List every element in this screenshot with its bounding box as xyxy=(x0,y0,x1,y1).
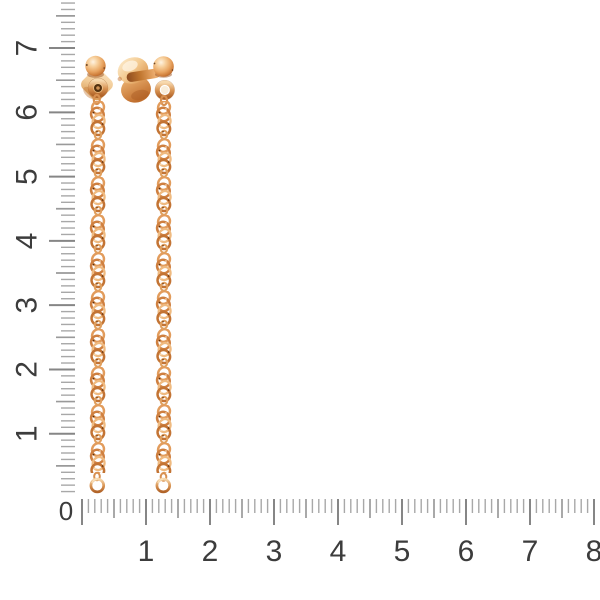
chain-end-loop xyxy=(155,477,172,494)
ruler-number: 3 xyxy=(11,297,44,314)
right-earring xyxy=(117,56,175,494)
stud-ball xyxy=(85,55,106,77)
ruler-number: 2 xyxy=(11,361,44,378)
butterfly-clutch xyxy=(117,57,161,103)
jump-ring xyxy=(154,79,175,101)
chain-end-loop xyxy=(89,477,106,494)
ruler-origin-label: 0 xyxy=(59,496,73,526)
left-earring xyxy=(81,55,113,494)
ruler-number: 2 xyxy=(202,535,219,568)
ruler-number: 4 xyxy=(330,535,347,568)
ruler-number: 6 xyxy=(11,104,44,121)
horizontal-ruler-numbers: 1 2 3 4 5 6 7 8 xyxy=(138,535,600,568)
horizontal-ruler-ticks xyxy=(81,499,595,525)
ruler-number: 7 xyxy=(522,535,539,568)
ruler-number: 1 xyxy=(11,425,44,442)
twisted-chain xyxy=(154,101,174,473)
ruler-number: 1 xyxy=(138,535,155,568)
ruler-number: 8 xyxy=(586,535,600,568)
clutch-barrel xyxy=(126,68,161,82)
ruler-number: 5 xyxy=(394,535,411,568)
ruler-number: 3 xyxy=(266,535,283,568)
vertical-ruler-ticks xyxy=(49,2,75,493)
ruler-number: 5 xyxy=(11,168,44,185)
ruler-number: 6 xyxy=(458,535,475,568)
vertical-ruler-numbers: 1 2 3 4 5 6 7 xyxy=(11,40,44,442)
stud-ball xyxy=(153,56,174,77)
ruler-number: 4 xyxy=(11,233,44,250)
twisted-chain xyxy=(88,101,108,473)
ruler-number: 7 xyxy=(11,40,44,57)
